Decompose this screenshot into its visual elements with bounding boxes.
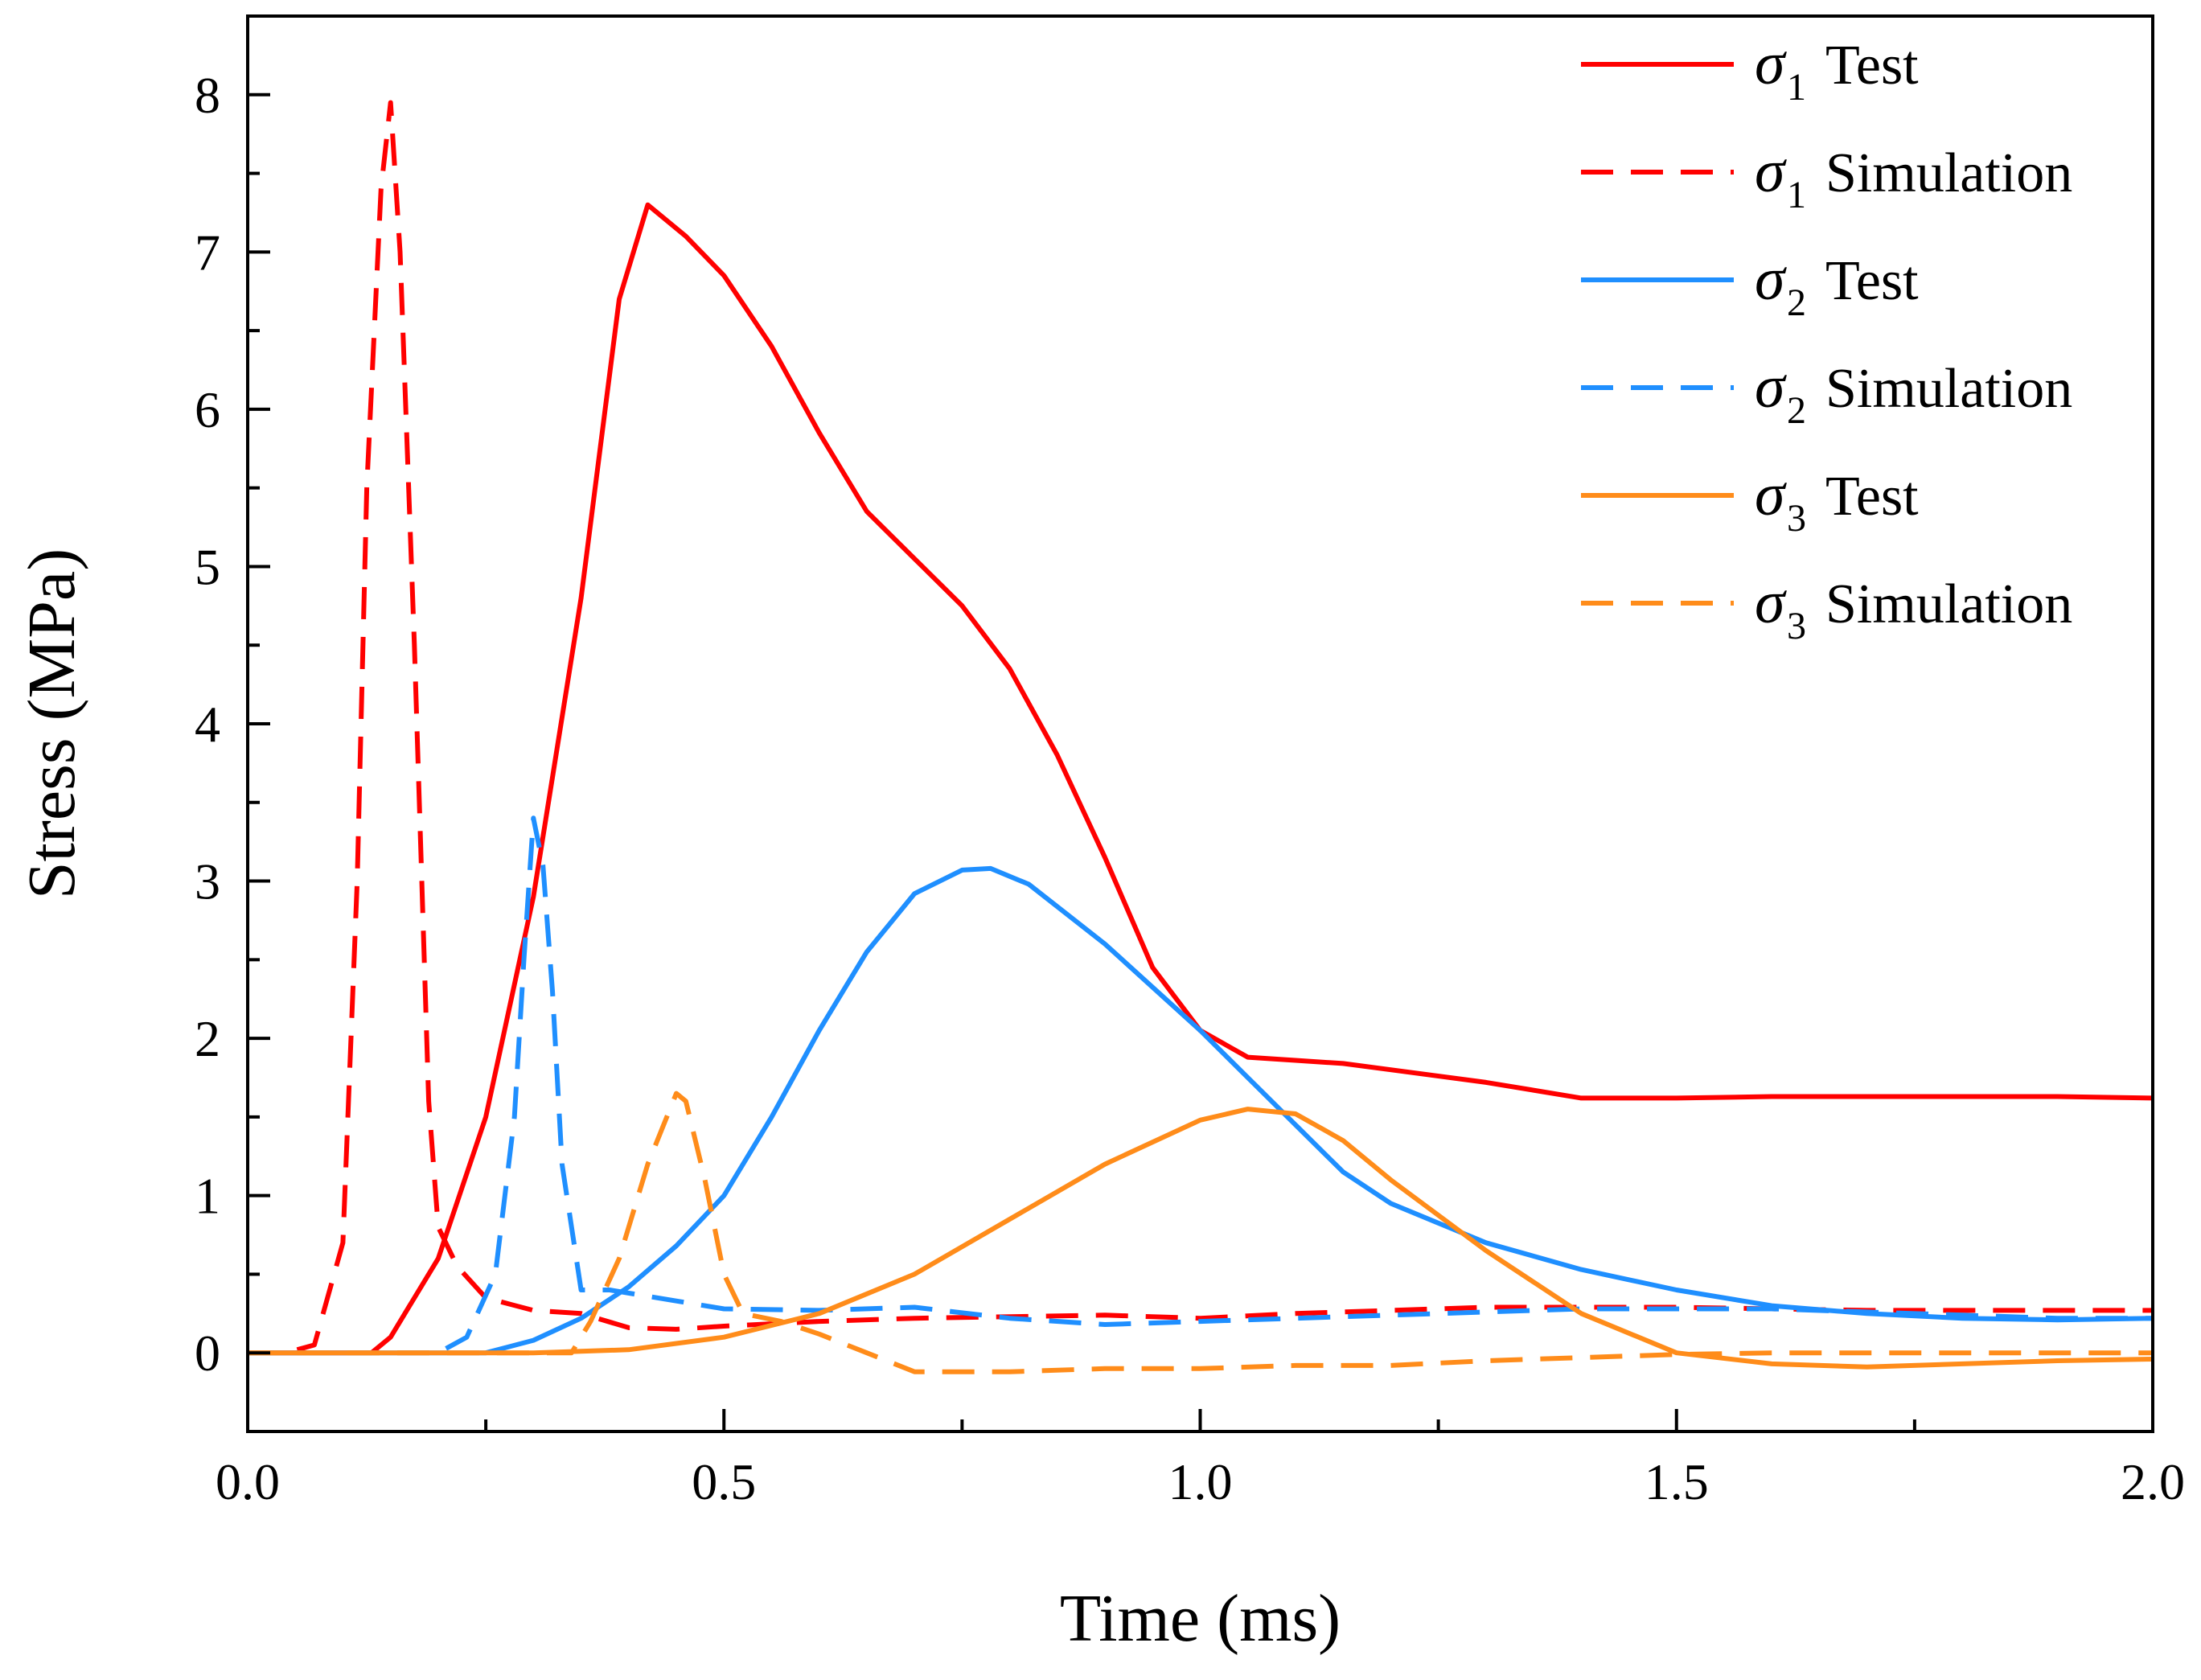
- y-tick-label: 1: [195, 1168, 220, 1225]
- y-tick-label: 8: [195, 67, 220, 124]
- y-axis-title: Stress (MPa): [14, 548, 89, 899]
- y-tick-label: 6: [195, 381, 220, 438]
- series-line-1: [248, 202, 2153, 1356]
- y-tick-label: 3: [195, 853, 220, 910]
- y-tick-label: 5: [195, 538, 220, 595]
- legend-symbol: σ: [1755, 245, 1787, 313]
- series-line-2: [248, 100, 2153, 1356]
- y-tick-label: 4: [195, 696, 220, 753]
- legend-label: Simulation: [1825, 358, 2072, 420]
- x-tick-label: 2.0: [2121, 1453, 2185, 1510]
- x-axis-title: Time (ms): [1060, 1581, 1341, 1656]
- legend-label: Simulation: [1825, 573, 2072, 635]
- legend-subscript: 3: [1787, 497, 1806, 540]
- x-tick-label: 0.5: [692, 1453, 756, 1510]
- legend-subscript: 2: [1787, 281, 1806, 324]
- legend-symbol: σ: [1755, 569, 1787, 636]
- series-line-6: [248, 1091, 2153, 1374]
- legend-subscript: 3: [1787, 605, 1806, 647]
- legend-symbol: σ: [1755, 30, 1787, 97]
- y-tick-label: 0: [195, 1325, 220, 1382]
- x-tick-label: 0.0: [216, 1453, 280, 1510]
- legend-label: Test: [1825, 35, 1919, 97]
- legend-label: Test: [1825, 250, 1919, 312]
- y-tick-label: 2: [195, 1010, 220, 1067]
- y-tick-label: 7: [195, 224, 220, 281]
- x-tick-label: 1.0: [1168, 1453, 1233, 1510]
- legend-symbol: σ: [1755, 461, 1787, 528]
- legend-subscript: 1: [1787, 174, 1806, 216]
- series-layer: [248, 100, 2153, 1374]
- legend-subscript: 1: [1787, 66, 1806, 109]
- series-line-5: [248, 1107, 2153, 1370]
- legend-label: Test: [1825, 466, 1919, 528]
- x-tick-label: 1.5: [1645, 1453, 1709, 1510]
- plot-frame: [246, 14, 2154, 1433]
- legend-label: Simulation: [1825, 142, 2072, 204]
- legend-symbol: σ: [1755, 353, 1787, 421]
- legend-symbol: σ: [1755, 138, 1787, 205]
- ticks-layer: 0.0 0.5 1.0 1.5 2.0 0 1 2 3 4 5 6 7 8: [195, 67, 2185, 1510]
- legend-subscript: 2: [1787, 389, 1806, 432]
- series-line-4: [248, 815, 2153, 1356]
- series-line-3: [248, 865, 2153, 1356]
